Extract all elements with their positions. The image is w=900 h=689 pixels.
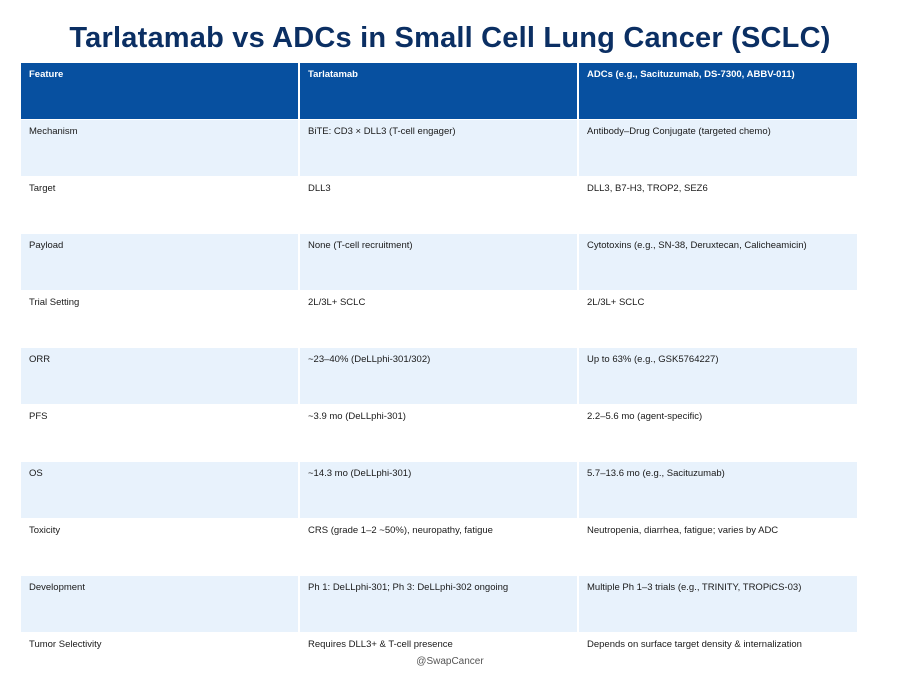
table-row: Toxicity CRS (grade 1–2 ~50%), neuropath… [21, 519, 857, 576]
adcs-cell: 2.2–5.6 mo (agent-specific) [578, 405, 857, 462]
header-tarlatamab: Tarlatamab [299, 63, 578, 120]
tarlatamab-cell: ~23–40% (DeLLphi-301/302) [299, 348, 578, 405]
tarlatamab-cell: CRS (grade 1–2 ~50%), neuropathy, fatigu… [299, 519, 578, 576]
tarlatamab-cell: ~14.3 mo (DeLLphi-301) [299, 462, 578, 519]
feature-cell: OS [21, 462, 299, 519]
table-row: ORR ~23–40% (DeLLphi-301/302) Up to 63% … [21, 348, 857, 405]
adcs-cell: DLL3, B7-H3, TROP2, SEZ6 [578, 177, 857, 234]
feature-cell: ORR [21, 348, 299, 405]
tarlatamab-cell: Ph 1: DeLLphi-301; Ph 3: DeLLphi-302 ong… [299, 576, 578, 633]
feature-cell: PFS [21, 405, 299, 462]
table-row: PFS ~3.9 mo (DeLLphi-301) 2.2–5.6 mo (ag… [21, 405, 857, 462]
table-row: Trial Setting 2L/3L+ SCLC 2L/3L+ SCLC [21, 291, 857, 348]
adcs-cell: 2L/3L+ SCLC [578, 291, 857, 348]
feature-cell: Mechanism [21, 120, 299, 177]
adcs-cell: 5.7–13.6 mo (e.g., Sacituzumab) [578, 462, 857, 519]
adcs-cell: Multiple Ph 1–3 trials (e.g., TRINITY, T… [578, 576, 857, 633]
table-header-row: Feature Tarlatamab ADCs (e.g., Sacituzum… [21, 63, 857, 120]
adcs-cell: Up to 63% (e.g., GSK5764227) [578, 348, 857, 405]
tarlatamab-cell: ~3.9 mo (DeLLphi-301) [299, 405, 578, 462]
feature-cell: Target [21, 177, 299, 234]
tarlatamab-cell: DLL3 [299, 177, 578, 234]
tarlatamab-cell: 2L/3L+ SCLC [299, 291, 578, 348]
adcs-cell: Cytotoxins (e.g., SN-38, Deruxtecan, Cal… [578, 234, 857, 291]
feature-cell: Trial Setting [21, 291, 299, 348]
header-feature: Feature [21, 63, 299, 120]
table-row: Development Ph 1: DeLLphi-301; Ph 3: DeL… [21, 576, 857, 633]
header-adcs: ADCs (e.g., Sacituzumab, DS-7300, ABBV-0… [578, 63, 857, 120]
feature-cell: Toxicity [21, 519, 299, 576]
page-title: Tarlatamab vs ADCs in Small Cell Lung Ca… [0, 22, 900, 55]
tarlatamab-cell: BiTE: CD3 × DLL3 (T-cell engager) [299, 120, 578, 177]
comparison-table: Feature Tarlatamab ADCs (e.g., Sacituzum… [21, 63, 857, 689]
footer-credit: @SwapCancer [0, 656, 900, 667]
feature-cell: Development [21, 576, 299, 633]
tarlatamab-cell: None (T-cell recruitment) [299, 234, 578, 291]
adcs-cell: Neutropenia, diarrhea, fatigue; varies b… [578, 519, 857, 576]
table-row: Mechanism BiTE: CD3 × DLL3 (T-cell engag… [21, 120, 857, 177]
table-row: Target DLL3 DLL3, B7-H3, TROP2, SEZ6 [21, 177, 857, 234]
table-row: OS ~14.3 mo (DeLLphi-301) 5.7–13.6 mo (e… [21, 462, 857, 519]
feature-cell: Payload [21, 234, 299, 291]
table-row: Payload None (T-cell recruitment) Cytoto… [21, 234, 857, 291]
adcs-cell: Antibody–Drug Conjugate (targeted chemo) [578, 120, 857, 177]
